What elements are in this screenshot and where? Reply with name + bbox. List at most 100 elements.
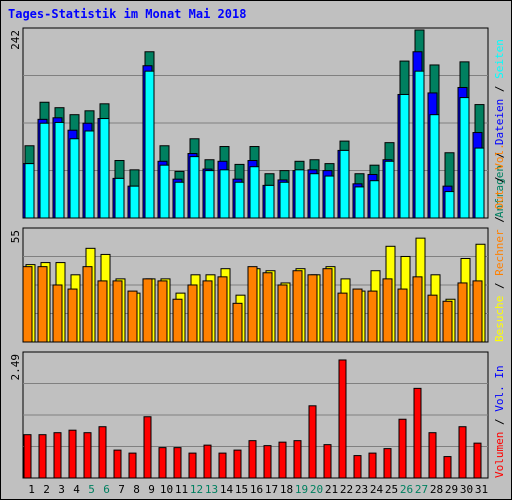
bar-volumen-day-10 — [158, 447, 167, 479]
bar-rechner-day-5 — [82, 266, 93, 343]
bar-rechner-day-17 — [262, 272, 273, 343]
bar-seiten-day-12 — [189, 156, 200, 219]
x-tick-label: 2 — [43, 483, 50, 496]
bar-rechner-day-15 — [232, 302, 243, 343]
panel-middle: 55 Besuche / Rechner / Out / Vol. — [9, 143, 506, 343]
legend-item-anfragen: Anfragen — [493, 165, 506, 218]
bar-seiten-day-26 — [399, 93, 410, 219]
x-tick-label: 16 — [250, 483, 263, 496]
x-tick-label: 12 — [190, 483, 203, 496]
legend-top: Anfragen / Dateien / Seiten — [493, 39, 506, 218]
x-tick-label: 8 — [133, 483, 140, 496]
bar-volumen-day-20 — [308, 405, 317, 479]
panel-bottom: 2.49 Volumen / Vol. In — [9, 351, 506, 479]
bar-rechner-day-25 — [382, 278, 393, 343]
chart-title: Tages-Statistik im Monat Mai 2018 — [8, 7, 247, 21]
x-tick-label: 23 — [355, 483, 368, 496]
bar-rechner-day-30 — [457, 282, 468, 343]
bar-seiten-day-27 — [414, 70, 425, 219]
bar-rechner-day-23 — [352, 288, 363, 343]
bar-volumen-day-19 — [293, 440, 302, 479]
bar-rechner-day-18 — [277, 284, 288, 343]
bar-volumen-day-1 — [23, 434, 32, 479]
bar-rechner-day-7 — [112, 280, 123, 343]
bar-seiten-day-8 — [129, 185, 140, 219]
x-axis-labels: 1 2 3 4 5 6 7 8 9 10 11 12 13 14 15 16 17 18 19 20 21 22 23 24 2… — [28, 483, 488, 496]
bar-rechner-day-11 — [172, 298, 183, 343]
legend-item-out: Out — [493, 190, 506, 210]
bar-seiten-day-30 — [459, 97, 470, 219]
panel-top: 242 Anfragen / Dateien / Seiten — [9, 27, 506, 219]
bar-seiten-day-24 — [369, 180, 380, 219]
bar-seiten-day-31 — [474, 147, 485, 219]
x-tick-label: 28 — [430, 483, 443, 496]
bar-seiten-day-18 — [279, 181, 290, 219]
bar-rechner-day-24 — [367, 290, 378, 343]
legend-item-vol: Vol. — [493, 143, 506, 170]
y-axis-max-label: 2.49 — [9, 354, 22, 381]
bar-rechner-day-12 — [187, 284, 198, 343]
x-tick-label: 14 — [220, 483, 234, 496]
bar-volumen-day-8 — [128, 452, 137, 479]
x-tick-label: 26 — [400, 483, 413, 496]
x-tick-label: 15 — [235, 483, 248, 496]
bar-rechner-day-13 — [202, 280, 213, 343]
bar-seiten-day-5 — [84, 130, 95, 219]
bar-seiten-day-4 — [69, 138, 80, 219]
x-tick-label: 30 — [460, 483, 473, 496]
bar-seiten-day-28 — [429, 114, 440, 219]
bar-volumen-day-15 — [233, 449, 242, 479]
bar-seiten-day-7 — [114, 177, 125, 219]
bar-rechner-day-26 — [397, 288, 408, 343]
x-tick-label: 10 — [160, 483, 173, 496]
legend-item-vol-in: Vol. In — [493, 365, 506, 411]
bar-volumen-day-18 — [278, 441, 287, 479]
x-tick-label: 19 — [295, 483, 308, 496]
legend-item-volumen: Volumen — [493, 432, 506, 478]
bar-seiten-day-13 — [204, 170, 215, 219]
bar-volumen-day-27 — [413, 387, 422, 479]
bar-seiten-day-10 — [159, 164, 170, 219]
bar-volumen-day-30 — [458, 426, 467, 479]
bar-volumen-day-21 — [323, 444, 332, 479]
bar-seiten-day-3 — [54, 121, 65, 219]
legend-separator: / — [493, 276, 506, 296]
bar-volumen-day-2 — [38, 434, 47, 479]
bar-seiten-day-22 — [339, 149, 350, 219]
bar-rechner-day-3 — [52, 284, 63, 343]
bar-volumen-day-17 — [263, 445, 272, 479]
bar-rechner-day-14 — [217, 276, 228, 343]
bar-rechner-day-8 — [127, 290, 138, 343]
bar-rechner-day-20 — [307, 274, 318, 343]
bar-rechner-day-19 — [292, 270, 303, 343]
legend-separator: / — [493, 412, 506, 432]
bar-seiten-day-20 — [309, 173, 320, 219]
legend-bottom: Volumen / Vol. In — [493, 365, 506, 478]
bar-rechner-day-1 — [22, 266, 33, 343]
bar-seiten-day-17 — [264, 184, 275, 219]
bar-volumen-day-31 — [473, 442, 482, 479]
legend-item-rechner: Rechner — [493, 229, 506, 276]
x-tick-label: 7 — [118, 483, 125, 496]
x-tick-label: 29 — [445, 483, 458, 496]
x-tick-label: 13 — [205, 483, 218, 496]
bar-rechner-day-2 — [37, 266, 48, 343]
bar-volumen-day-9 — [143, 416, 152, 479]
bar-seiten-day-14 — [219, 169, 230, 219]
legend-item-seiten: Seiten — [493, 39, 506, 79]
bar-volumen-day-3 — [53, 432, 62, 479]
bar-volumen-day-24 — [368, 452, 377, 479]
y-axis-max-label: 242 — [9, 30, 22, 50]
bar-volumen-day-6 — [98, 426, 107, 479]
bar-volumen-day-28 — [428, 432, 437, 479]
legend-item-besuche: Besuche — [493, 296, 506, 342]
bar-volumen-day-22 — [338, 359, 347, 479]
x-tick-label: 3 — [58, 483, 65, 496]
x-tick-label: 27 — [415, 483, 428, 496]
bar-rechner-day-4 — [67, 288, 78, 343]
x-tick-label: 11 — [175, 483, 188, 496]
x-tick-label: 9 — [148, 483, 155, 496]
bar-seiten-day-25 — [384, 160, 395, 219]
bar-seiten-day-23 — [354, 186, 365, 219]
